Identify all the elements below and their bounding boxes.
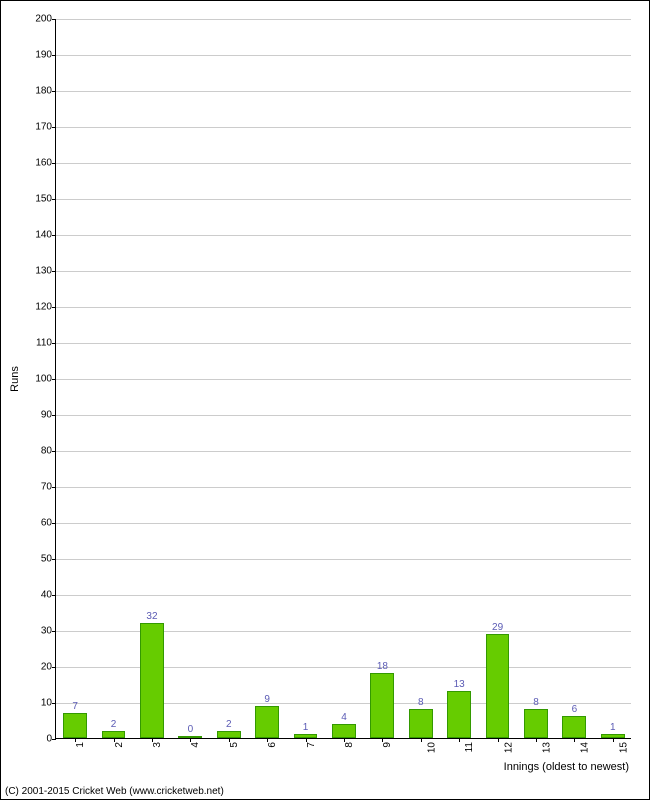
ytick-label: 30 [41,626,56,637]
ytick-label: 100 [35,374,56,385]
bar-value-label: 2 [111,719,117,732]
bar-value-label: 4 [341,712,347,725]
xtick-label: 10 [426,742,437,753]
gridline [56,559,631,560]
xtick-label: 12 [503,742,514,753]
bar: 4 [332,724,356,738]
ytick-label: 120 [35,302,56,313]
xtick-label: 13 [542,742,553,753]
ytick-label: 0 [46,734,56,745]
bar: 2 [102,731,126,738]
copyright-text: (C) 2001-2015 Cricket Web (www.cricketwe… [5,786,224,797]
ytick-label: 160 [35,158,56,169]
gridline [56,199,631,200]
gridline [56,163,631,164]
bar-value-label: 8 [418,697,424,710]
gridline [56,91,631,92]
xtick-label: 8 [344,742,355,748]
ytick-label: 20 [41,662,56,673]
xtick-mark [421,738,422,742]
ytick-label: 70 [41,482,56,493]
ytick-label: 170 [35,122,56,133]
gridline [56,271,631,272]
bar: 7 [63,713,87,738]
bar-value-label: 1 [303,722,309,735]
gridline [56,55,631,56]
gridline [56,451,631,452]
xtick-label: 14 [580,742,591,753]
gridline [56,487,631,488]
bar-value-label: 18 [377,661,388,674]
x-axis-label: Innings (oldest to newest) [504,761,629,773]
gridline [56,307,631,308]
xtick-label: 2 [114,742,125,748]
xtick-label: 15 [618,742,629,753]
bar: 6 [562,716,586,738]
bar-value-label: 6 [572,704,578,717]
gridline [56,415,631,416]
chart-frame: 0102030405060708090100110120130140150160… [0,0,650,800]
ytick-label: 110 [36,338,56,349]
ytick-label: 10 [41,698,56,709]
bar-value-label: 0 [188,724,194,737]
xtick-mark [498,738,499,742]
bar-value-label: 32 [146,611,157,624]
y-axis-label: Runs [9,366,21,392]
xtick-label: 5 [229,742,240,748]
gridline [56,235,631,236]
bar: 32 [140,623,164,738]
xtick-mark [613,738,614,742]
xtick-label: 4 [190,742,201,748]
ytick-label: 180 [35,86,56,97]
gridline [56,523,631,524]
ytick-label: 40 [41,590,56,601]
xtick-mark [536,738,537,742]
xtick-label: 7 [306,742,317,748]
plot-area: 0102030405060708090100110120130140150160… [55,19,631,739]
ytick-label: 50 [41,554,56,565]
xtick-label: 6 [267,742,278,748]
bar-value-label: 9 [264,694,270,707]
bar-value-label: 7 [72,701,78,714]
bar-value-label: 2 [226,719,232,732]
ytick-label: 150 [35,194,56,205]
bar-value-label: 1 [610,722,616,735]
bar: 9 [255,706,279,738]
bar: 29 [486,634,510,738]
xtick-label: 1 [75,742,86,748]
xtick-mark [574,738,575,742]
gridline [56,127,631,128]
bar: 13 [447,691,471,738]
gridline [56,343,631,344]
ytick-label: 190 [35,50,56,61]
ytick-label: 60 [41,518,56,529]
xtick-label: 9 [382,742,393,748]
ytick-label: 80 [41,446,56,457]
gridline [56,379,631,380]
bar: 8 [524,709,548,738]
bar-value-label: 29 [492,622,503,635]
bar: 2 [217,731,241,738]
gridline [56,19,631,20]
ytick-label: 200 [35,14,56,25]
bar: 8 [409,709,433,738]
gridline [56,595,631,596]
ytick-label: 90 [41,410,56,421]
xtick-label: 11 [464,742,475,752]
bar-value-label: 8 [533,697,539,710]
xtick-mark [459,738,460,742]
ytick-label: 130 [35,266,56,277]
bar: 18 [370,673,394,738]
ytick-label: 140 [35,230,56,241]
bar-value-label: 13 [454,679,465,692]
xtick-label: 3 [152,742,163,748]
